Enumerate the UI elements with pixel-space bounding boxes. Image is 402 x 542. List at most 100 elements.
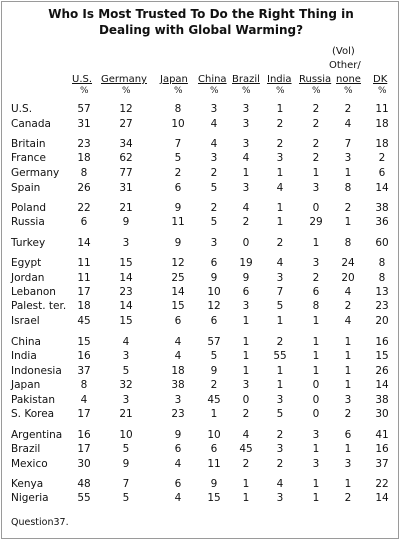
table-cell: 57	[207, 336, 221, 348]
row-label: U.S.	[11, 103, 33, 115]
title-line-1: Who Is Most Trusted To Do the Right Thin…	[48, 7, 354, 21]
table-cell: 3	[344, 152, 352, 164]
table-cell: 38	[375, 394, 389, 406]
table-cell: 15	[77, 336, 91, 348]
row-label: S. Korea	[11, 408, 55, 420]
table-cell: 3	[122, 237, 130, 249]
header-dk: DK	[373, 74, 388, 85]
row-label: Brazil	[11, 443, 41, 455]
table-cell: 1	[344, 478, 352, 490]
table-cell: 4	[276, 182, 284, 194]
table-cell: 15	[119, 257, 133, 269]
table-cell: 10	[119, 429, 133, 441]
table-cell: 12	[171, 257, 185, 269]
table-cell: 22	[77, 202, 91, 214]
percent-sign: %	[312, 86, 321, 96]
table-cell: 18	[171, 365, 185, 377]
table-cell: 1	[312, 478, 320, 490]
table-cell: 3	[344, 458, 352, 470]
table-cell: 9	[210, 365, 218, 377]
row-label: Poland	[11, 202, 47, 214]
table-cell: 1	[344, 336, 352, 348]
table-cell: 3	[210, 103, 218, 115]
table-cell: 2	[210, 379, 218, 391]
table-cell: 3	[312, 458, 320, 470]
table-cell: 14	[119, 300, 133, 312]
table-cell: 14	[375, 379, 389, 391]
table-cell: 6	[174, 443, 182, 455]
table-cell: 7	[276, 286, 284, 298]
table-cell: 4	[276, 478, 284, 490]
table-cell: 6	[210, 315, 218, 327]
row-label: Russia	[11, 216, 45, 228]
table-cell: 11	[375, 103, 389, 115]
table-cell: 31	[119, 182, 133, 194]
table-cell: 2	[276, 237, 284, 249]
header-none: none	[336, 74, 361, 85]
row-label: France	[11, 152, 46, 164]
table-cell: 30	[77, 458, 91, 470]
table-cell: 5	[122, 443, 130, 455]
table-cell: 14	[171, 286, 185, 298]
header-india: India	[267, 74, 292, 85]
table-cell: 0	[242, 237, 250, 249]
header-vol: (Vol)	[332, 46, 355, 57]
table-cell: 11	[207, 458, 221, 470]
table-cell: 11	[171, 216, 185, 228]
table-cell: 4	[242, 202, 250, 214]
row-label: Egypt	[11, 257, 42, 269]
table-cell: 4	[276, 257, 284, 269]
table-cell: 37	[77, 365, 91, 377]
table-cell: 2	[344, 492, 352, 504]
table-cell: 4	[174, 336, 182, 348]
table-cell: 9	[174, 202, 182, 214]
table-cell: 0	[312, 408, 320, 420]
table-cell: 8	[378, 272, 386, 284]
table-cell: 41	[375, 429, 389, 441]
table-cell: 10	[207, 429, 221, 441]
table-cell: 2	[242, 216, 250, 228]
table-cell: 4	[122, 336, 130, 348]
table-cell: 48	[77, 478, 91, 490]
table-cell: 4	[344, 118, 352, 130]
table-cell: 27	[119, 118, 133, 130]
table-cell: 2	[276, 429, 284, 441]
table-cell: 15	[171, 300, 185, 312]
table-cell: 3	[276, 394, 284, 406]
table-cell: 14	[375, 182, 389, 194]
table-cell: 21	[119, 202, 133, 214]
table-cell: 3	[276, 152, 284, 164]
table-cell: 0	[312, 379, 320, 391]
table-cell: 1	[276, 379, 284, 391]
title-line-2: Dealing with Global Warming?	[98, 23, 304, 37]
table-cell: 1	[276, 365, 284, 377]
table-cell: 45	[77, 315, 91, 327]
table-cell: 1	[242, 492, 250, 504]
table-cell: 3	[174, 394, 182, 406]
table-cell: 6	[344, 429, 352, 441]
table-cell: 23	[119, 286, 133, 298]
table-cell: 2	[210, 167, 218, 179]
table-cell: 8	[378, 257, 386, 269]
table-cell: 5	[122, 365, 130, 377]
row-label: Spain	[11, 182, 41, 194]
table-cell: 8	[312, 300, 320, 312]
table-cell: 1	[344, 350, 352, 362]
row-label: Pakistan	[11, 394, 55, 406]
table-cell: 17	[77, 443, 91, 455]
table-cell: 2	[174, 167, 182, 179]
table-cell: 6	[174, 315, 182, 327]
table-cell: 5	[276, 408, 284, 420]
table-cell: 1	[276, 315, 284, 327]
table-cell: 8	[80, 379, 88, 391]
percent-sign: %	[80, 86, 89, 96]
table-cell: 23	[171, 408, 185, 420]
table-cell: 32	[119, 379, 133, 391]
table-cell: 2	[242, 408, 250, 420]
table-cell: 4	[174, 458, 182, 470]
table-cell: 3	[312, 257, 320, 269]
table-cell: 31	[77, 118, 91, 130]
table-cell: 3	[122, 350, 130, 362]
table-cell: 1	[344, 365, 352, 377]
table-cell: 3	[276, 272, 284, 284]
